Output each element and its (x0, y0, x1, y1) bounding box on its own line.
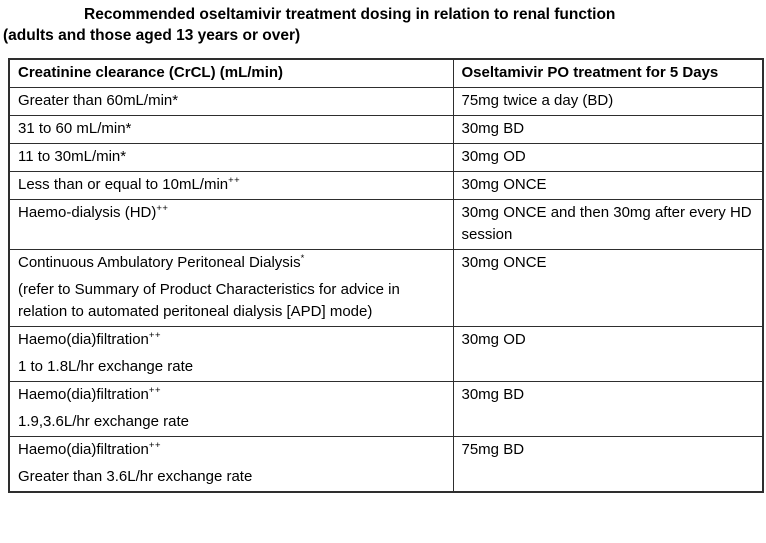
superscript-marker: ++ (156, 203, 169, 214)
crcl-cell: Continuous Ambulatory Peritoneal Dialysi… (8, 249, 454, 327)
dose-cell: 30mg OD (452, 143, 764, 172)
cell-line: Haemo-dialysis (HD)++ (18, 203, 169, 221)
superscript-marker: * (300, 253, 305, 264)
cell-line: 75mg twice a day (BD) (461, 92, 614, 109)
table-row: Continuous Ambulatory Peritoneal Dialysi… (8, 249, 764, 327)
cell-line: Greater than 3.6L/hr exchange rate (18, 468, 253, 485)
dose-cell: 75mg BD (452, 436, 764, 493)
table-row: 31 to 60 mL/min* 30mg BD (8, 115, 764, 144)
crcl-cell: 31 to 60 mL/min* (8, 115, 454, 144)
superscript-marker: ++ (228, 175, 241, 186)
cell-line: 1.9,3.6L/hr exchange rate (18, 413, 189, 430)
crcl-cell: Haemo(dia)filtration++ 1 to 1.8L/hr excha… (8, 326, 454, 382)
cell-line: Haemo(dia)filtration++ (18, 330, 161, 348)
crcl-cell: Less than or equal to 10mL/min++ (8, 171, 454, 200)
crcl-cell: Greater than 60mL/min* (8, 87, 454, 116)
header-dose: Oseltamivir PO treatment for 5 Days (452, 58, 764, 88)
dose-cell: 30mg ONCE (452, 249, 764, 327)
cell-line: 30mg ONCE and then 30mg after every HD s… (461, 204, 752, 243)
cell-line: Greater than 60mL/min* (18, 92, 179, 109)
dose-cell: 30mg BD (452, 115, 764, 144)
cell-line: 30mg ONCE (461, 176, 547, 193)
table-row: 11 to 30mL/min* 30mg OD (8, 143, 764, 172)
header-row: Creatinine clearance (CrCL) (mL/min) Ose… (8, 58, 764, 88)
cell-line: Haemo(dia)filtration++ (18, 440, 161, 458)
cell-line: Continuous Ambulatory Peritoneal Dialysi… (18, 253, 305, 271)
cell-line: 75mg BD (461, 441, 525, 458)
cell-line: 30mg OD (461, 148, 526, 165)
table-row: Greater than 60mL/min* 75mg twice a day (… (8, 87, 764, 116)
cell-line: 30mg OD (461, 331, 526, 348)
table-row: Less than or equal to 10mL/min++ 30mg ONC… (8, 171, 764, 200)
header-crcl: Creatinine clearance (CrCL) (mL/min) (8, 58, 454, 88)
superscript-marker: ++ (148, 440, 161, 451)
superscript-marker: ++ (148, 385, 161, 396)
cell-line: 1 to 1.8L/hr exchange rate (18, 358, 194, 375)
crcl-cell: Haemo(dia)filtration++ Greater than 3.6L/… (8, 436, 454, 493)
cell-line: 31 to 60 mL/min* (18, 120, 132, 137)
cell-line: Haemo(dia)filtration++ (18, 385, 161, 403)
dose-cell: 30mg OD (452, 326, 764, 382)
title-line-1: Recommended oseltamivir treatment dosing… (84, 6, 616, 23)
cell-line: Less than or equal to 10mL/min++ (18, 175, 241, 193)
cell-line: (refer to Summary of Product Characteris… (18, 281, 400, 320)
cell-line: 11 to 30mL/min* (18, 148, 127, 165)
crcl-cell: 11 to 30mL/min* (8, 143, 454, 172)
title-line-2: (adults and those aged 13 years or over) (3, 27, 301, 44)
dose-cell: 30mg ONCE (452, 171, 764, 200)
crcl-cell: Haemo(dia)filtration++ 1.9,3.6L/hr exchan… (8, 381, 454, 437)
superscript-marker: ++ (148, 330, 161, 341)
crcl-cell: Haemo-dialysis (HD)++ (8, 199, 454, 250)
dosing-table: Creatinine clearance (CrCL) (mL/min) Ose… (8, 58, 764, 493)
dosing-table-body: Greater than 60mL/min* 75mg twice a day (… (8, 87, 764, 493)
cell-line: 30mg ONCE (461, 254, 547, 271)
table-row: Haemo-dialysis (HD)++ 30mg ONCE and then … (8, 199, 764, 250)
table-row: Haemo(dia)filtration++ 1.9,3.6L/hr exchan… (8, 381, 764, 437)
dose-cell: 75mg twice a day (BD) (452, 87, 764, 116)
table-row: Haemo(dia)filtration++ Greater than 3.6L/… (8, 436, 764, 493)
dose-cell: 30mg ONCE and then 30mg after every HD s… (452, 199, 764, 250)
cell-line: 30mg BD (461, 120, 525, 137)
dose-cell: 30mg BD (452, 381, 764, 437)
document-title: Recommended oseltamivir treatment dosing… (3, 4, 766, 46)
table-row: Haemo(dia)filtration++ 1 to 1.8L/hr excha… (8, 326, 764, 382)
cell-line: 30mg BD (461, 386, 525, 403)
